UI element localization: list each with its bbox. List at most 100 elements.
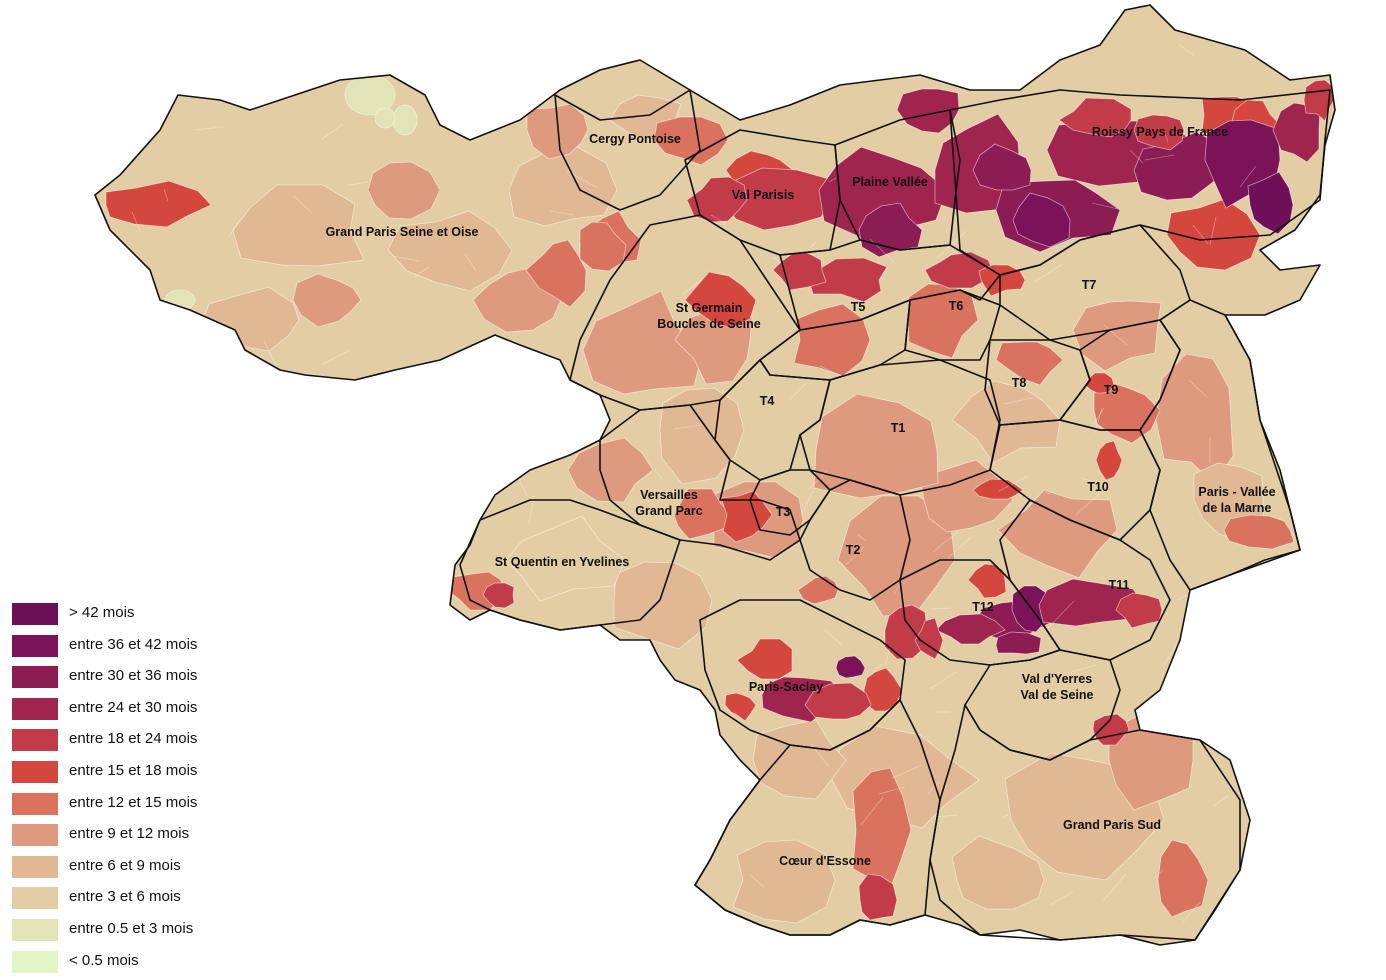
commune-zone — [232, 184, 365, 267]
commune-boundary — [857, 534, 867, 542]
commune-boundary — [929, 671, 957, 690]
commune-zone — [884, 604, 928, 660]
commune-boundary — [299, 537, 309, 568]
commune-boundary — [1253, 798, 1278, 823]
commune-zone — [852, 767, 912, 890]
commune-zone — [997, 489, 1118, 579]
commune-boundary — [1144, 154, 1175, 161]
commune-zone — [1157, 839, 1209, 918]
legend-label: entre 15 et 18 mois — [69, 761, 198, 779]
commune-zone — [858, 873, 898, 921]
commune-zone — [526, 103, 589, 160]
commune-zone — [995, 341, 1064, 386]
commune-boundary — [1155, 691, 1187, 694]
commune-zone — [292, 273, 362, 328]
legend-label: entre 9 et 12 mois — [69, 825, 190, 843]
territory-label: Val d'Yerres Val de Seine — [1021, 672, 1094, 702]
commune-boundary — [413, 266, 430, 278]
commune-boundary — [884, 646, 891, 667]
territory-border — [904, 289, 1001, 361]
commune-boundary — [1033, 263, 1064, 283]
commune-boundary — [682, 279, 702, 295]
commune-zone — [374, 107, 396, 129]
commune-zone — [1084, 372, 1115, 394]
commune-boundary — [1152, 869, 1164, 880]
commune-boundary — [1239, 165, 1257, 188]
commune-boundary — [157, 385, 164, 417]
legend-item: entre 24 et 30 mois — [12, 696, 272, 728]
commune-boundary — [321, 123, 344, 140]
territory-label: St Quentin en Yvelines — [495, 555, 630, 569]
commune-zone — [613, 561, 713, 650]
commune-boundary — [932, 531, 959, 553]
territory-label: Paris - Vallée de la Marne — [1198, 485, 1275, 515]
commune-boundary — [392, 255, 420, 262]
territory-label: T5 — [851, 300, 866, 314]
commune-zone — [387, 210, 513, 292]
legend-item: entre 30 et 36 mois — [12, 664, 272, 696]
commune-boundary — [1093, 407, 1105, 425]
territory-label: T9 — [1104, 383, 1119, 397]
territory-border — [834, 109, 961, 251]
commune-boundary — [1213, 795, 1229, 807]
commune-boundary — [1164, 133, 1169, 143]
legend-item: < 0.5 mois — [12, 949, 272, 980]
territory-border — [569, 214, 801, 411]
commune-boundary — [1300, 930, 1321, 935]
legend-swatch — [12, 634, 58, 657]
commune-boundary — [1182, 711, 1206, 736]
commune-boundary — [160, 458, 170, 473]
territory-border — [459, 499, 681, 631]
territory-border — [999, 499, 1171, 661]
commune-boundary — [748, 873, 765, 888]
commune-zone — [508, 146, 618, 227]
territory-label: Roissy Pays de France — [1092, 125, 1228, 139]
territory-label: Grand Paris Seine et Oise — [326, 225, 479, 239]
commune-zone — [995, 631, 1042, 655]
commune-boundary — [1251, 898, 1274, 918]
commune-boundary — [134, 405, 153, 435]
legend-item: entre 15 et 18 mois — [12, 759, 272, 791]
commune-boundary — [1192, 224, 1209, 245]
commune-zone — [525, 239, 587, 308]
territory-label: Cœur d'Essone — [779, 854, 871, 868]
commune-zone — [813, 393, 939, 499]
commune-boundary — [194, 126, 224, 131]
commune-boundary — [322, 349, 351, 365]
commune-zone — [978, 264, 1026, 297]
territory-borders — [94, 4, 1336, 946]
commune-zone — [797, 575, 839, 605]
commune-boundary — [434, 459, 438, 483]
legend-label: entre 3 et 6 mois — [69, 888, 181, 906]
commune-boundary — [930, 607, 952, 610]
territory-label: T4 — [760, 394, 775, 408]
commune-boundary — [828, 177, 837, 183]
commune-boundary — [1163, 640, 1179, 666]
commune-boundary — [130, 104, 151, 122]
commune-zone — [1133, 131, 1229, 201]
commune-boundary — [270, 810, 293, 819]
commune-boundary — [1178, 44, 1195, 56]
commune-boundary — [572, 744, 578, 774]
commune-boundary — [800, 490, 814, 516]
commune-zone — [659, 387, 745, 485]
commune-zone — [1115, 592, 1163, 629]
commune-zone — [505, 515, 626, 602]
territory-label: Cergy Pontoise — [589, 132, 681, 146]
commune-boundary — [824, 629, 844, 647]
commune-boundary — [202, 28, 232, 51]
commune-boundary — [566, 779, 586, 786]
commune-boundary — [1075, 492, 1101, 516]
legend-label: entre 6 et 9 mois — [69, 856, 181, 874]
legend-swatch — [12, 792, 58, 815]
commune-zone — [1093, 381, 1161, 444]
legend-item: entre 0.5 et 3 mois — [12, 917, 272, 949]
commune-zone — [972, 143, 1032, 191]
commune-boundary — [263, 340, 277, 367]
commune-zone — [951, 380, 1061, 464]
legend-label: entre 18 et 24 mois — [69, 730, 198, 748]
commune-zones — [95, 5, 1335, 945]
territory-label: T7 — [1082, 278, 1097, 292]
commune-boundary — [1046, 600, 1075, 630]
territory-label: Versailles Grand Parc — [635, 488, 702, 518]
